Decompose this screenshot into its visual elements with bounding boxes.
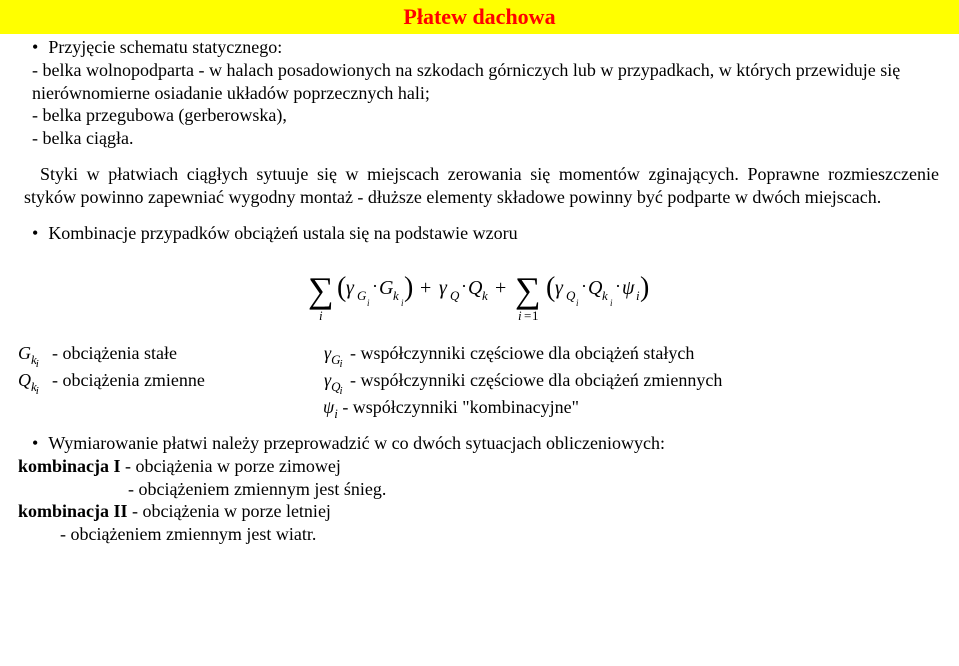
- def-gammaG-text: - współczynniki częściowe dla obciążeń s…: [350, 343, 694, 364]
- page-content: • Przyjęcie schematu statycznego: - belk…: [0, 36, 959, 545]
- combo1-sub: - obciążeniem zmiennym jest śnieg.: [18, 478, 941, 501]
- symbol-psi: ψi: [323, 397, 338, 417]
- svg-text:γ: γ: [346, 277, 355, 299]
- section-combinations: • Kombinacje przypadków obciążeń ustala …: [18, 222, 941, 245]
- combo2-label: kombinacja II: [18, 501, 128, 521]
- combo2-line: kombinacja II - obciążenia w porze letni…: [18, 500, 941, 523]
- svg-text:k: k: [393, 288, 399, 303]
- combo1-label: kombinacja I: [18, 456, 121, 476]
- svg-text:·: ·: [372, 276, 378, 296]
- def-psi: ψi - współczynniki "kombinacyjne": [18, 397, 941, 418]
- svg-text:Q: Q: [566, 288, 576, 303]
- bullet-icon: •: [32, 36, 38, 59]
- section-static-scheme: • Przyjęcie schematu statycznego:: [18, 36, 941, 59]
- svg-text:γ: γ: [555, 277, 564, 299]
- def-gammaQ-text: - współczynniki częściowe dla obciążeń z…: [350, 370, 722, 391]
- svg-text:+: +: [495, 277, 506, 299]
- symbol-gammaQ: γQi: [324, 370, 350, 391]
- svg-text:i: i: [610, 298, 613, 308]
- svg-text:γ: γ: [439, 277, 448, 299]
- svg-text:Q: Q: [468, 277, 483, 299]
- combo1-text: - obciążenia w porze zimowej: [121, 456, 341, 476]
- svg-text:∑: ∑: [308, 270, 334, 310]
- def-gk: Gki - obciążenia stałe γGi - współczynni…: [18, 343, 941, 364]
- section1-para: - belka wolnopodparta - w halach posadow…: [18, 59, 941, 104]
- svg-text:i: i: [576, 298, 579, 308]
- section-dimensioning: • Wymiarowanie płatwi należy przeprowadz…: [18, 432, 941, 455]
- def-qk: Qki - obciążenia zmienne γQi - współczyn…: [18, 370, 941, 391]
- section1-item3: - belka ciągła.: [18, 127, 941, 150]
- section1-heading: Przyjęcie schematu statycznego:: [48, 37, 282, 57]
- svg-text:1: 1: [532, 308, 539, 323]
- combo1-line: kombinacja I - obciążenia w porze zimowe…: [18, 455, 941, 478]
- symbol-gk: Gki: [18, 343, 52, 364]
- svg-text:∑: ∑: [515, 270, 541, 310]
- svg-text:·: ·: [581, 276, 587, 296]
- svg-text:·: ·: [615, 276, 621, 296]
- def-gk-text: - obciążenia stałe: [52, 343, 177, 364]
- section1-item2: - belka przegubowa (gerberowska),: [18, 104, 941, 127]
- def-psi-text: - współczynniki "kombinacyjne": [342, 397, 579, 417]
- svg-text:G: G: [357, 288, 367, 303]
- def-qk-text: - obciążenia zmienne: [52, 370, 205, 391]
- symbol-gammaG: γGi: [324, 343, 350, 364]
- symbol-qk: Qki: [18, 370, 52, 391]
- combo2-sub: - obciążeniem zmiennym jest wiatr.: [18, 523, 941, 546]
- svg-text:·: ·: [461, 276, 467, 296]
- combo2-text: - obciążenia w porze letniej: [128, 501, 331, 521]
- bullet-icon: •: [32, 432, 38, 455]
- para-joints: Styki w płatwiach ciągłych sytuuje się w…: [18, 163, 941, 208]
- svg-text:i: i: [319, 308, 323, 323]
- svg-text:): ): [640, 272, 649, 303]
- svg-text:i: i: [367, 298, 370, 308]
- svg-text:Q: Q: [588, 277, 603, 299]
- svg-text:ψ: ψ: [622, 277, 635, 299]
- svg-text:(: (: [546, 272, 555, 303]
- svg-text:=: =: [524, 308, 531, 323]
- svg-text:i: i: [518, 308, 522, 323]
- page-title: Płatew dachowa: [0, 0, 959, 34]
- bullet-icon: •: [32, 222, 38, 245]
- svg-text:k: k: [602, 288, 608, 303]
- svg-text:G: G: [379, 277, 394, 299]
- section3-heading: Kombinacje przypadków obciążeń ustala si…: [48, 222, 517, 245]
- load-combination-formula: ∑ i ( γ G i · G k i ) + γ Q: [18, 260, 941, 331]
- section4-heading: Wymiarowanie płatwi należy przeprowadzić…: [48, 432, 665, 455]
- svg-text:k: k: [482, 288, 488, 303]
- svg-text:): ): [404, 272, 413, 303]
- svg-text:(: (: [337, 272, 346, 303]
- svg-text:+: +: [420, 277, 431, 299]
- svg-text:Q: Q: [450, 288, 460, 303]
